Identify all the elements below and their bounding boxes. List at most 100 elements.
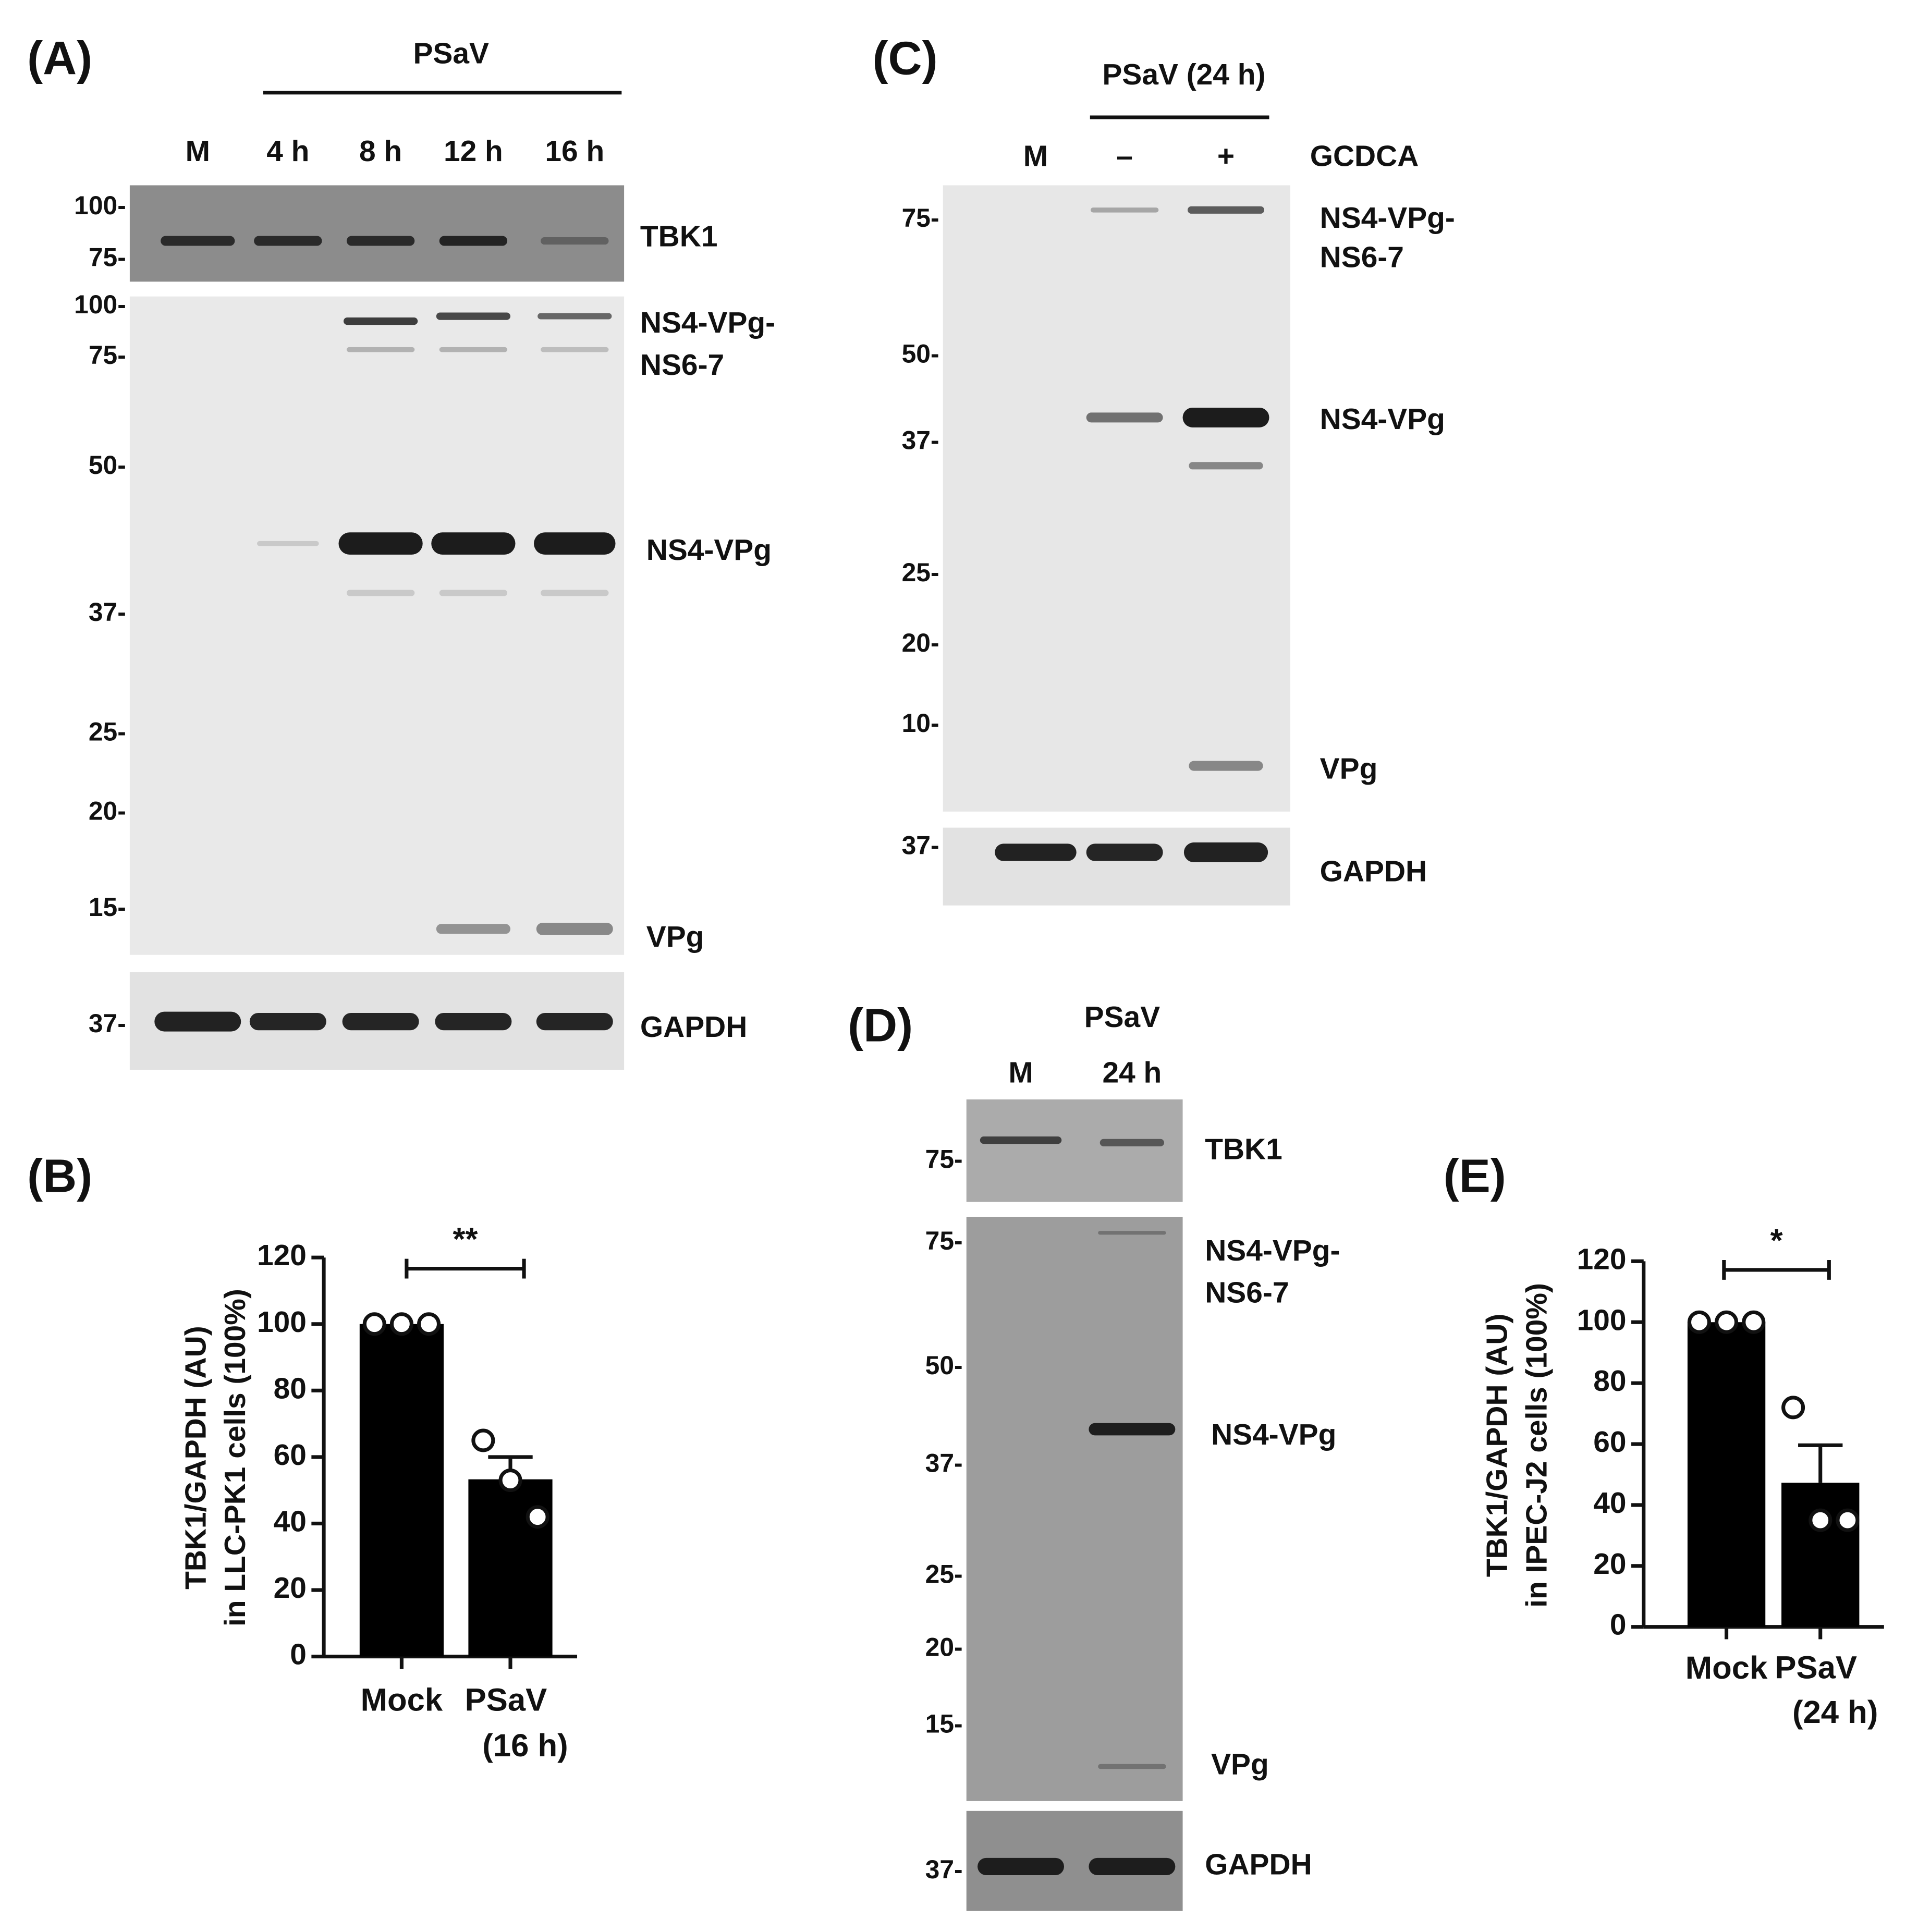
marker-label: 20- — [89, 796, 126, 825]
band — [431, 532, 516, 555]
y-tick-label: 20 — [274, 1572, 307, 1605]
lane-label: M — [1023, 140, 1048, 173]
lane-label: 12 h — [444, 135, 503, 168]
band — [342, 1013, 419, 1031]
lane-label: 4 h — [266, 135, 309, 168]
band — [534, 532, 616, 555]
significance-bracket — [1722, 1260, 1831, 1280]
y-tick-label: 120 — [257, 1239, 307, 1272]
panel-label: (A) — [27, 32, 92, 84]
marker-label: 25- — [925, 1560, 963, 1589]
band — [346, 590, 415, 596]
band-label: NS4-VPg- — [640, 307, 775, 339]
band — [978, 1857, 1064, 1875]
data-point — [417, 1312, 441, 1336]
y-tick-label: 100 — [1577, 1304, 1627, 1337]
marker-label: 100- — [74, 191, 126, 220]
band-label: GAPDH — [1320, 855, 1427, 888]
y-axis-label: in LLC-PK1 cells (100%) — [219, 1289, 252, 1627]
marker-label: 10- — [902, 708, 939, 738]
marker-label: 75- — [925, 1145, 963, 1174]
marker-label: 75- — [925, 1226, 963, 1255]
y-tick-label: 40 — [274, 1506, 307, 1538]
lane-label: – — [1116, 140, 1133, 173]
marker-label: 75- — [89, 243, 126, 272]
lane-label: M — [1008, 1057, 1033, 1090]
bar — [1687, 1322, 1766, 1627]
marker-label: 100- — [74, 290, 126, 319]
band — [249, 1013, 326, 1031]
y-tick-label: 0 — [290, 1638, 307, 1671]
band-label: NS4-VPg- — [1320, 202, 1455, 235]
band — [161, 236, 235, 246]
band-label: TBK1 — [640, 220, 718, 253]
panel-label: (B) — [27, 1150, 92, 1203]
bar — [359, 1324, 444, 1657]
blot — [129, 296, 625, 955]
data-point — [1836, 1508, 1860, 1532]
marker-label: 15- — [925, 1709, 963, 1738]
data-point — [1742, 1310, 1766, 1334]
band — [439, 236, 508, 246]
band-label: TBK1 — [1205, 1133, 1282, 1166]
panel-label: (C) — [873, 32, 938, 84]
y-tick-label: 60 — [274, 1439, 307, 1472]
band — [536, 1013, 613, 1031]
marker-label: 15- — [89, 892, 126, 922]
marker-label: 37- — [925, 1448, 963, 1477]
y-axis-label: TBK1/GAPDH (AU) — [179, 1326, 212, 1589]
band — [541, 237, 609, 245]
lane-label: 24 h — [1102, 1057, 1162, 1090]
x-tick-label: PSaV (24 h) — [1775, 1650, 1878, 1730]
band-label: VPg — [1320, 753, 1378, 786]
band — [1182, 407, 1269, 427]
band-label: NS4-VPg- — [1205, 1234, 1340, 1267]
band-label: GAPDH — [1205, 1848, 1312, 1881]
y-tick-label: 80 — [1593, 1365, 1626, 1398]
treatment-label: PSaV — [413, 38, 489, 70]
y-axis-label: in IPEC-J2 cells (100%) — [1520, 1283, 1553, 1608]
band — [154, 1011, 241, 1032]
marker-label: 50- — [925, 1351, 963, 1380]
data-point — [498, 1469, 522, 1493]
marker-label: 75- — [902, 203, 939, 233]
data-point — [526, 1505, 549, 1529]
data-point — [1809, 1508, 1833, 1532]
band — [1189, 462, 1263, 470]
blot — [966, 1099, 1183, 1202]
band — [1183, 842, 1268, 862]
lane-label: M — [186, 135, 210, 168]
x-tick-label: Mock — [1685, 1650, 1768, 1686]
treatment-label: PSaV — [1084, 1001, 1160, 1034]
data-point — [362, 1312, 386, 1336]
band — [980, 1136, 1062, 1144]
band-label: VPg — [1211, 1748, 1269, 1781]
y-axis-label: TBK1/GAPDH (AU) — [1481, 1314, 1513, 1577]
band — [257, 541, 319, 546]
band — [338, 532, 423, 555]
data-point — [1687, 1310, 1711, 1334]
marker-label: 50- — [902, 339, 939, 369]
band-label: NS4-VPg — [1211, 1419, 1336, 1451]
y-tick-label: 120 — [1577, 1243, 1627, 1276]
band — [995, 843, 1077, 861]
marker-label: 37- — [89, 1009, 126, 1038]
lane-label: 8 h — [359, 135, 402, 168]
data-point — [389, 1312, 413, 1336]
x-tick-label: PSaV (16 h) — [465, 1682, 568, 1764]
band — [346, 347, 415, 352]
band — [1098, 1231, 1166, 1235]
marker-label: 37- — [902, 425, 939, 455]
blot — [966, 1217, 1183, 1801]
y-tick-label: 80 — [274, 1372, 307, 1405]
marker-label: 50- — [89, 450, 126, 480]
x-tick-label: Mock — [361, 1682, 443, 1718]
y-tick-label: 100 — [257, 1306, 307, 1339]
band-label: NS6-7 — [1205, 1276, 1289, 1309]
marker-label: 37- — [902, 831, 939, 860]
lane-label: 16 h — [545, 135, 604, 168]
band — [1090, 207, 1159, 213]
y-tick-label: 60 — [1593, 1426, 1626, 1459]
data-point — [1715, 1310, 1739, 1334]
band — [1089, 1857, 1176, 1875]
